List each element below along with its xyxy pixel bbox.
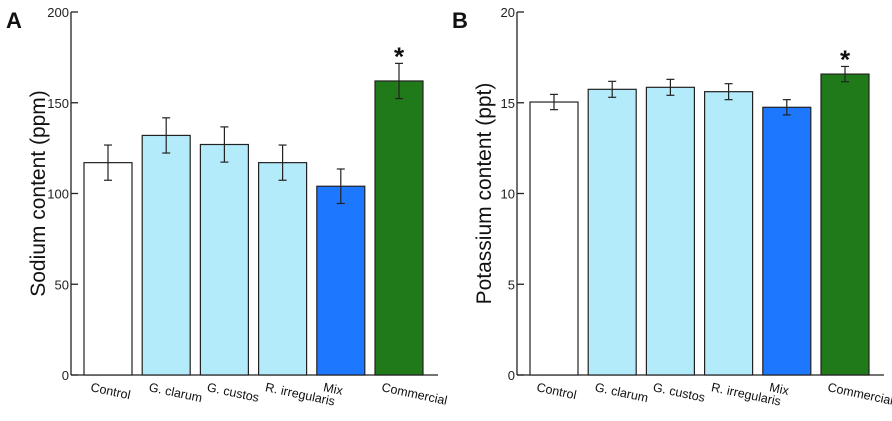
y-tick-label: 0 [62,368,69,383]
y-axis-label: Sodium content (ppm) [27,90,50,297]
bar-g-clarum [141,134,191,376]
x-tick-label: Mix [322,380,345,398]
x-tick-label: G. clarum [594,380,650,405]
x-tick-label: Control [535,380,577,402]
x-tick-label: Control [89,380,131,402]
y-tick-label: 50 [55,277,69,292]
bar-g-clarum [587,88,637,376]
x-tick-label: G. custos [652,380,707,405]
y-tick-label: 20 [501,5,515,20]
panel-label: B [452,8,468,33]
bar-r-irregularis [258,162,308,376]
x-tick-label: Mix [768,380,791,398]
bar-commercial [820,73,870,376]
bar-mix [316,185,366,376]
y-axis-label: Potassium content (ppt) [473,83,496,305]
bar-g-custos [199,143,249,376]
y-tick-label: 150 [47,96,69,111]
x-tick-label: Commercial [380,380,448,408]
bar-commercial [374,80,424,376]
bar-g-custos [645,86,696,376]
y-tick-label: 0 [508,368,515,383]
bar-mix [762,106,812,376]
bar-r-irregularis [703,91,754,376]
panel-label: A [6,8,22,33]
significance-marker: * [840,44,851,74]
y-tick-label: 15 [501,96,515,111]
bar-control [83,162,133,376]
x-tick-label: G. custos [206,380,261,405]
bar-control [529,101,579,376]
y-tick-label: 10 [501,187,515,202]
significance-marker: * [394,41,405,71]
x-tick-label: Commercial [826,380,892,408]
y-tick-label: 200 [47,5,69,20]
y-tick-label: 100 [47,187,69,202]
x-tick-label: G. clarum [148,380,204,405]
y-tick-label: 5 [508,277,515,292]
